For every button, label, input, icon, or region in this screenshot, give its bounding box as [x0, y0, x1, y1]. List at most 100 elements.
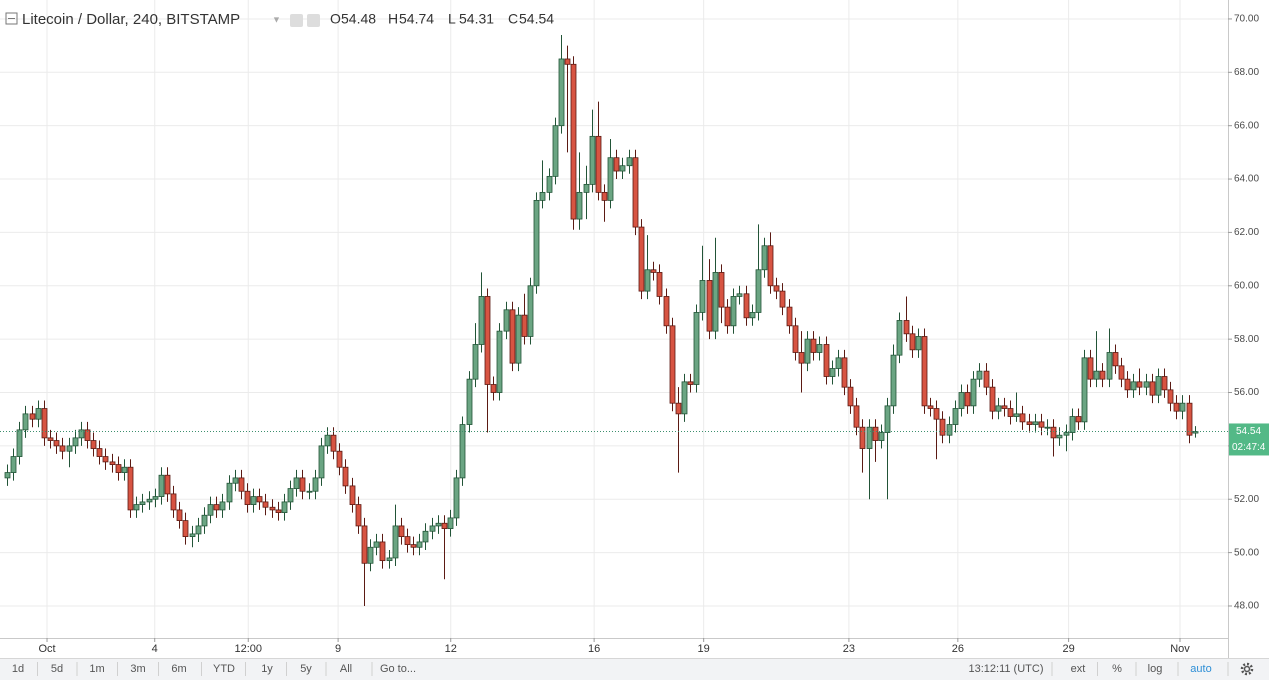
- range-button[interactable]: 5y: [300, 663, 312, 675]
- y-tick-label: 64.00: [1234, 174, 1259, 185]
- candle-body: [866, 426, 873, 449]
- candle-body: [638, 226, 645, 292]
- candle-body: [484, 296, 491, 385]
- bar-countdown: 02:47:4: [1232, 442, 1266, 453]
- candle-body: [1130, 381, 1137, 391]
- dropdown-arrow[interactable]: ▼: [272, 14, 281, 24]
- candle-body: [1161, 376, 1168, 391]
- toolbar-option[interactable]: auto: [1190, 663, 1211, 675]
- toolbar-option[interactable]: log: [1148, 663, 1163, 675]
- candle-body: [681, 381, 688, 415]
- candle-body: [853, 405, 860, 428]
- grid: [0, 0, 1228, 638]
- candle-body: [878, 432, 885, 441]
- ohlc-key: H: [388, 11, 398, 27]
- gear-icon[interactable]: [1240, 662, 1254, 676]
- candle-body: [1075, 416, 1082, 423]
- range-button[interactable]: 1m: [89, 663, 104, 675]
- candle-body: [1099, 370, 1106, 380]
- toolbar-option[interactable]: %: [1112, 663, 1122, 675]
- candle-body: [515, 314, 522, 364]
- candle-body: [478, 296, 485, 345]
- range-button[interactable]: 6m: [171, 663, 186, 675]
- candle-body: [872, 426, 879, 441]
- x-tick-label: 19: [698, 643, 710, 655]
- candle-body: [121, 466, 128, 473]
- candle-body: [1112, 352, 1119, 367]
- range-button[interactable]: Go to...: [380, 663, 416, 675]
- candle-body: [336, 450, 343, 468]
- candle-body: [232, 477, 239, 484]
- candle-body: [687, 381, 694, 385]
- candle-body: [35, 408, 42, 420]
- candle-body: [958, 392, 965, 409]
- ohlc-value: 54.74: [399, 11, 434, 27]
- candle-body: [53, 440, 60, 447]
- candle-body: [792, 325, 799, 353]
- candle-body: [306, 490, 313, 493]
- range-button[interactable]: 5d: [51, 663, 63, 675]
- candle-body: [342, 466, 349, 487]
- candle-body: [533, 199, 540, 287]
- candle-body: [324, 434, 331, 447]
- range-button[interactable]: All: [340, 663, 352, 675]
- candle-body: [441, 522, 448, 529]
- toolbar-option[interactable]: ext: [1071, 663, 1086, 675]
- candle-body: [675, 402, 682, 415]
- candle-body: [429, 525, 436, 532]
- ohlc-value: 54.48: [341, 11, 376, 27]
- candle-body: [47, 437, 54, 441]
- candle-body: [262, 501, 269, 508]
- candle-body: [1013, 413, 1020, 417]
- candle-body: [435, 522, 442, 527]
- y-tick-label: 50.00: [1234, 547, 1259, 558]
- candle-body: [299, 477, 306, 492]
- x-tick-label: 4: [152, 643, 158, 655]
- visibility-icon[interactable]: [290, 14, 303, 27]
- x-tick-label: 29: [1062, 643, 1074, 655]
- chart-title: Litecoin / Dollar, 240, BITSTAMP: [22, 11, 240, 28]
- candle-body: [1038, 421, 1045, 428]
- candle-body: [816, 344, 823, 353]
- candle-body: [250, 496, 257, 505]
- candle-body: [78, 429, 85, 439]
- range-button[interactable]: 1d: [12, 663, 24, 675]
- candle-body: [650, 269, 657, 273]
- range-button[interactable]: YTD: [213, 663, 235, 675]
- candle-body: [367, 546, 374, 564]
- collapse-icon[interactable]: [5, 12, 18, 25]
- candle-body: [1063, 432, 1070, 436]
- settings-icon[interactable]: [307, 14, 320, 27]
- candle-body: [10, 456, 17, 473]
- candle-body: [607, 157, 614, 201]
- candle-body: [755, 269, 762, 313]
- candle-body: [139, 501, 146, 505]
- candle-body: [1044, 426, 1051, 429]
- x-tick-label: 26: [952, 643, 964, 655]
- range-button[interactable]: 1y: [261, 663, 273, 675]
- candle-body: [939, 418, 946, 436]
- candle-body: [601, 191, 608, 201]
- candle-body: [158, 474, 165, 497]
- y-tick-label: 56.00: [1234, 387, 1259, 398]
- candle-body: [558, 58, 565, 127]
- candle-body: [392, 525, 399, 559]
- range-button[interactable]: 3m: [130, 663, 145, 675]
- candle-body: [1186, 402, 1193, 436]
- candle-body: [287, 488, 294, 503]
- x-tick-label: 16: [588, 643, 600, 655]
- candle-body: [1087, 357, 1094, 380]
- candle-body: [1155, 376, 1162, 396]
- candle-body: [1019, 413, 1026, 423]
- candle-body: [909, 333, 916, 351]
- candle-body: [422, 530, 429, 543]
- candle-body: [1179, 402, 1186, 412]
- candle-body: [619, 165, 626, 172]
- candle-body: [318, 445, 325, 479]
- candle-body: [976, 370, 983, 380]
- candle-body: [466, 378, 473, 425]
- candle-body: [699, 280, 706, 313]
- candle-body: [952, 408, 959, 425]
- candle-body: [330, 434, 337, 452]
